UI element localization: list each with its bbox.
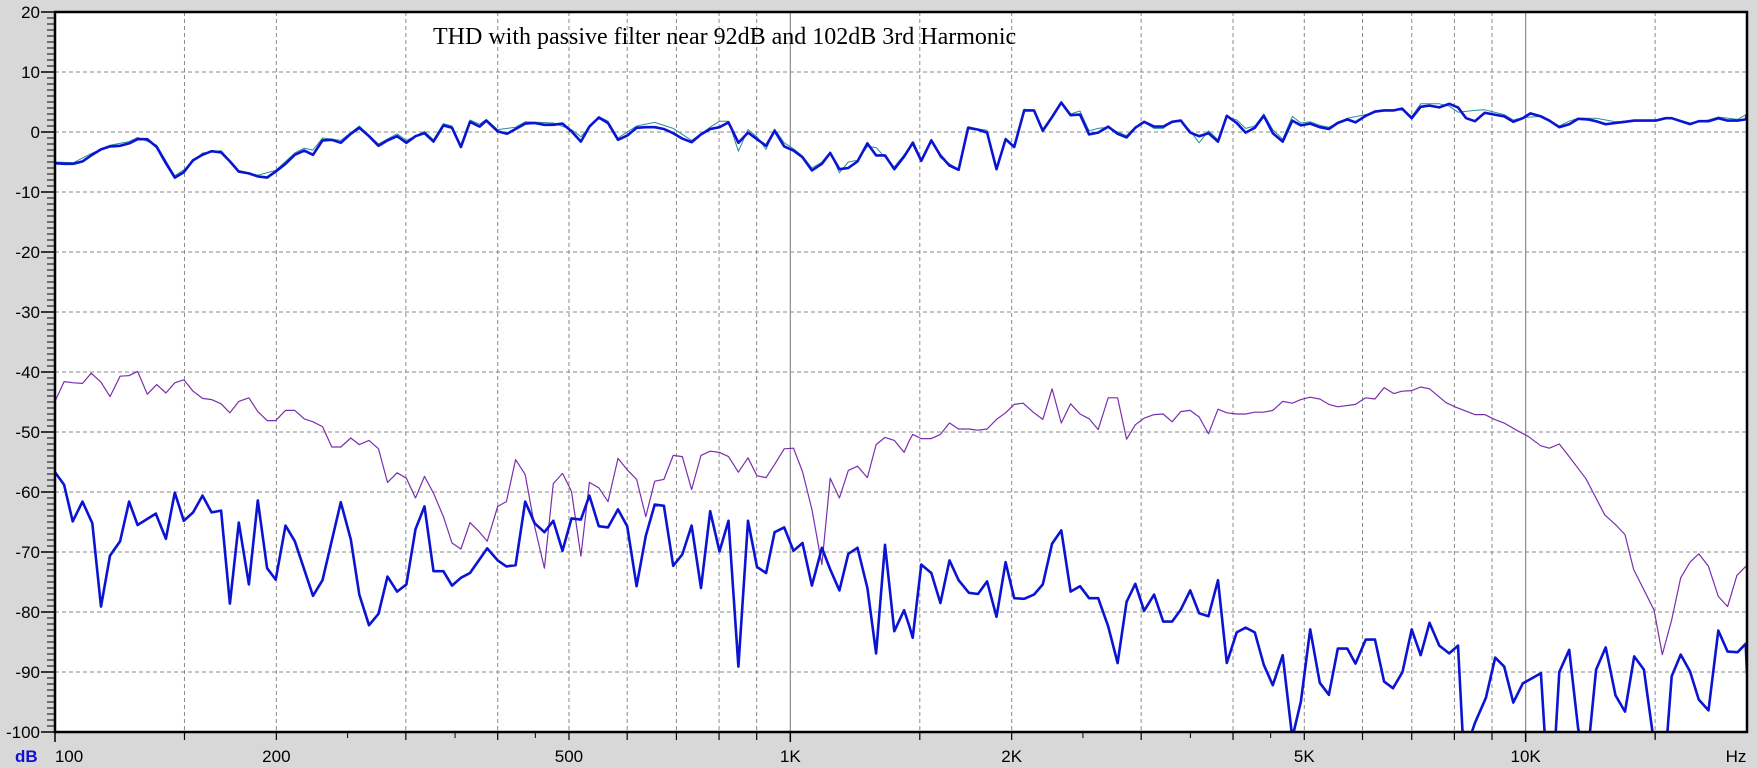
x-tick-label: 500 <box>555 747 583 766</box>
y-tick-label: -70 <box>15 543 40 562</box>
grid-lines <box>55 12 1747 732</box>
y-tick-label: -50 <box>15 423 40 442</box>
series-line-1 <box>55 101 1747 179</box>
y-tick-label: 20 <box>21 3 40 22</box>
y-tick-label: -20 <box>15 243 40 262</box>
series-3 <box>55 471 1747 732</box>
y-unit-label: dB <box>15 747 38 766</box>
x-tick-label: 200 <box>262 747 290 766</box>
x-tick-label: 10K <box>1511 747 1542 766</box>
y-tick-label: -90 <box>15 663 40 682</box>
x-tick-label: 5K <box>1294 747 1315 766</box>
x-tick-label: 1K <box>780 747 801 766</box>
chart-title: THD with passive filter near 92dB and 10… <box>433 24 1016 50</box>
y-tick-label: 10 <box>21 63 40 82</box>
series-group <box>55 100 1747 732</box>
y-tick-label: 0 <box>31 123 40 142</box>
y-tick-label: -10 <box>15 183 40 202</box>
y-tick-label: -40 <box>15 363 40 382</box>
x-unit-label: Hz <box>1726 747 1747 766</box>
series-line-2 <box>55 370 1747 656</box>
series-1 <box>55 101 1747 179</box>
y-tick-label: -100 <box>6 723 40 742</box>
y-tick-label: -30 <box>15 303 40 322</box>
x-tick-label: 2K <box>1001 747 1022 766</box>
x-tick-label: 100 <box>55 747 83 766</box>
y-tick-label: -60 <box>15 483 40 502</box>
series-2 <box>55 370 1747 656</box>
y-tick-label: -80 <box>15 603 40 622</box>
